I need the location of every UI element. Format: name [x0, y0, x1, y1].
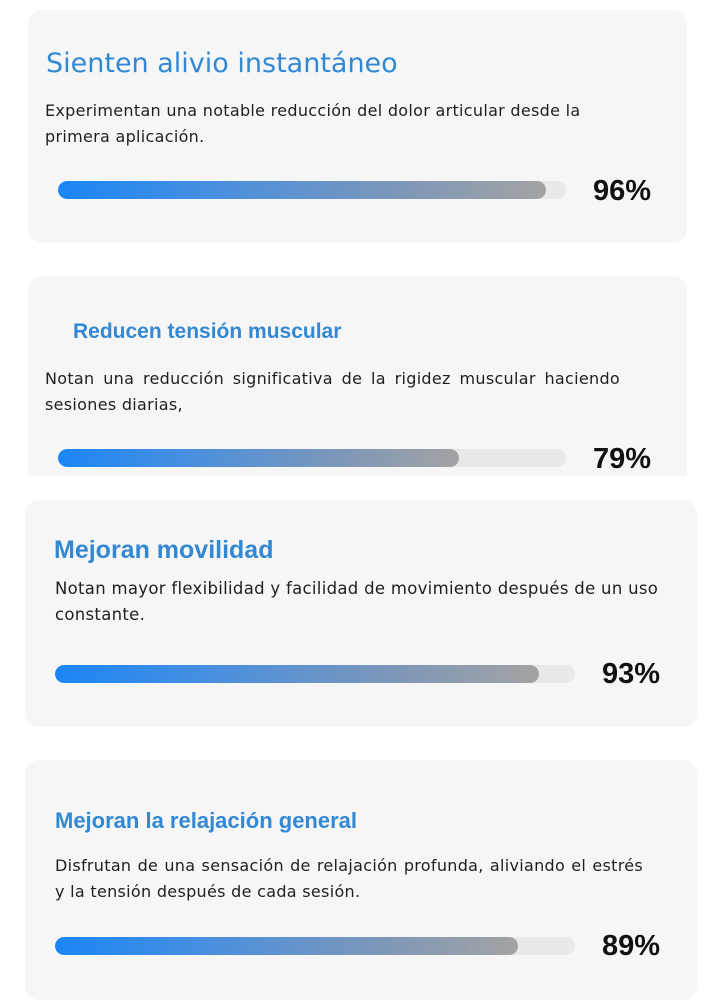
progress-track	[55, 937, 575, 955]
stat-card-mobility: Mejoran movilidad Notan mayor flexibilid…	[25, 500, 697, 727]
percent-value: 89%	[602, 930, 661, 962]
stat-card-relaxation: Mejoran la relajación general Disfrutan …	[25, 760, 697, 1000]
card-title: Sienten alivio instantáneo	[46, 48, 398, 79]
progress-track	[55, 665, 575, 683]
progress-fill	[55, 665, 539, 683]
card-title: Mejoran movilidad	[54, 536, 274, 564]
card-description: Notan una reducción significativa de la …	[45, 369, 620, 414]
progress-track	[58, 449, 566, 467]
percent-value: 96%	[593, 175, 652, 207]
card-description: Notan mayor flexibilidad y facilidad de …	[55, 579, 659, 624]
progress-fill	[55, 937, 518, 955]
stat-card-relief: Sienten alivio instantáneo Experimentan …	[28, 10, 687, 243]
card-title: Mejoran la relajación general	[55, 808, 358, 833]
stat-card-muscle-tension: Reducen tensión muscular Notan una reduc…	[28, 276, 687, 476]
card-description: Experimentan una notable reducción del d…	[45, 101, 581, 146]
percent-value: 79%	[593, 443, 652, 475]
progress-fill	[58, 449, 460, 467]
card-description: Disfrutan de una sensación de relajación…	[55, 856, 643, 901]
card-title: Reducen tensión muscular	[73, 320, 342, 343]
progress-fill	[58, 181, 546, 199]
progress-track	[58, 181, 566, 199]
percent-value: 93%	[602, 658, 661, 690]
